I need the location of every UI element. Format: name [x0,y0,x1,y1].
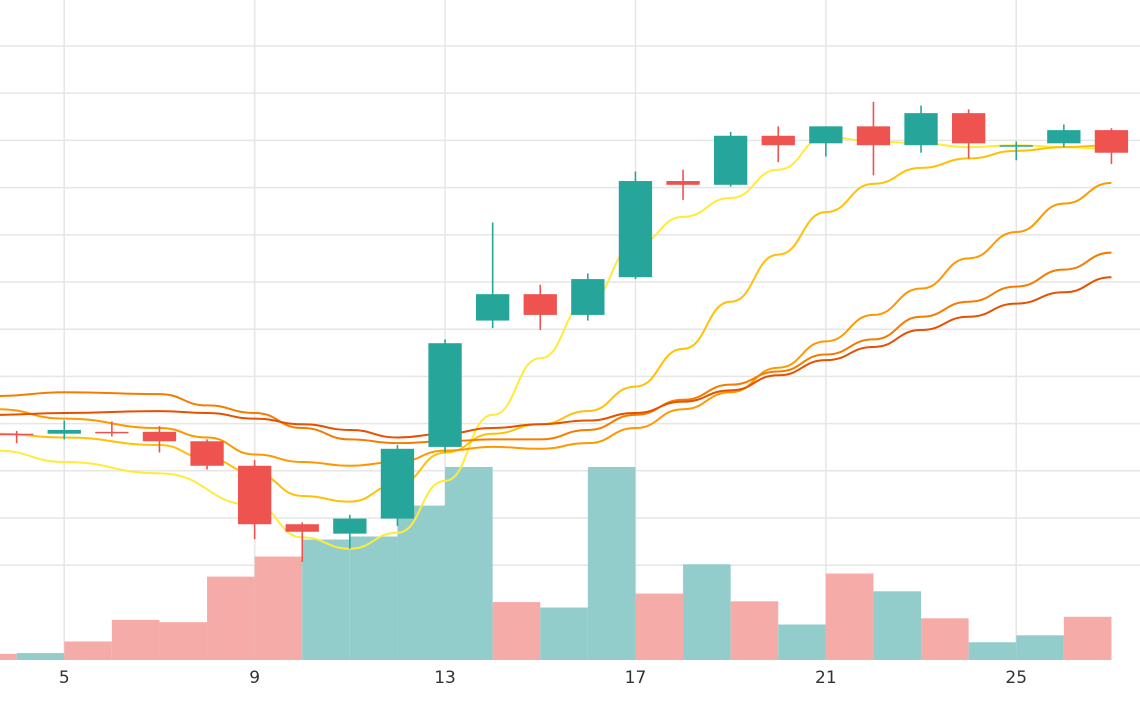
volume-bar [111,619,160,660]
candle-body [713,135,748,185]
candle-body [475,294,510,321]
candle [0,430,34,444]
candle-body [856,126,891,146]
volume-bar [825,573,874,660]
candle [904,105,938,153]
candle-body [237,465,272,525]
candle-body [142,431,177,442]
candle-body [951,113,986,144]
moving-average-line-1 [0,135,1112,550]
candle-body [761,135,795,146]
candle [285,522,319,562]
candle-body [1047,130,1081,144]
moving-average-line-2 [0,144,1112,503]
candle [1047,124,1081,148]
volume-bar [397,505,446,660]
volume-bar [1063,616,1112,660]
candle-body [809,126,843,144]
candle [190,439,224,470]
volume-bar [16,653,65,660]
candle-body [999,145,1033,147]
volume-bar [587,467,636,660]
volume-bar [968,642,1017,660]
candle [951,109,986,159]
candle [333,514,367,549]
x-tick-label: 17 [625,668,647,688]
volume-bars [0,467,1112,660]
moving-average-lines [0,135,1112,550]
volume-bar [778,624,826,660]
candle-body [428,343,462,447]
volume-bar [1016,635,1064,660]
candle-body [0,433,34,436]
candle [618,171,653,280]
volume-bar [254,556,303,660]
moving-average-line-3 [0,181,1112,467]
candle [856,101,891,176]
candle-body [190,441,224,466]
volume-bar [921,618,969,660]
volume-bar [492,602,541,660]
x-tick-label: 13 [434,668,456,688]
x-axis-ticks: 5 9 13 17 21 25 [59,668,1027,688]
volume-bar [635,593,684,660]
candle [666,169,700,200]
candle [380,445,415,527]
candle-body [904,113,938,146]
candle [809,126,843,157]
volume-bar [683,564,731,660]
candle-body [333,518,367,534]
candles [0,101,1129,562]
candle [237,460,272,540]
candle-body [1094,130,1129,153]
volume-bar [0,653,17,660]
grid [0,0,1140,660]
candle [1094,128,1129,165]
candle [713,132,748,187]
volume-bar [349,536,398,660]
candle-body [618,181,653,278]
moving-average-line-5 [0,276,1112,439]
candle [523,284,557,330]
candle-body [285,524,319,532]
candle [761,126,795,163]
x-tick-label: 21 [815,668,837,688]
volume-bar [302,539,350,660]
candle-body [95,431,129,434]
volume-bar [540,607,588,660]
x-tick-label: 5 [59,668,70,688]
x-tick-label: 25 [1005,668,1027,688]
candle [571,273,605,321]
volume-bar [207,576,255,660]
candle [47,420,81,440]
volume-bar [445,467,493,660]
volume-bar [730,601,779,660]
candle-body [523,294,557,315]
volume-bar [159,622,208,660]
candle-body [666,181,700,185]
candle [475,222,510,329]
x-tick-label: 9 [249,668,260,688]
candle-body [571,279,605,315]
volume-bar [873,591,922,660]
candle-body [380,448,415,519]
candle [142,426,177,453]
candle-body [47,429,81,434]
candle [999,141,1033,161]
moving-average-line-4 [0,251,1112,445]
candle [95,421,129,437]
candle [428,339,462,453]
volume-bar [64,641,112,660]
